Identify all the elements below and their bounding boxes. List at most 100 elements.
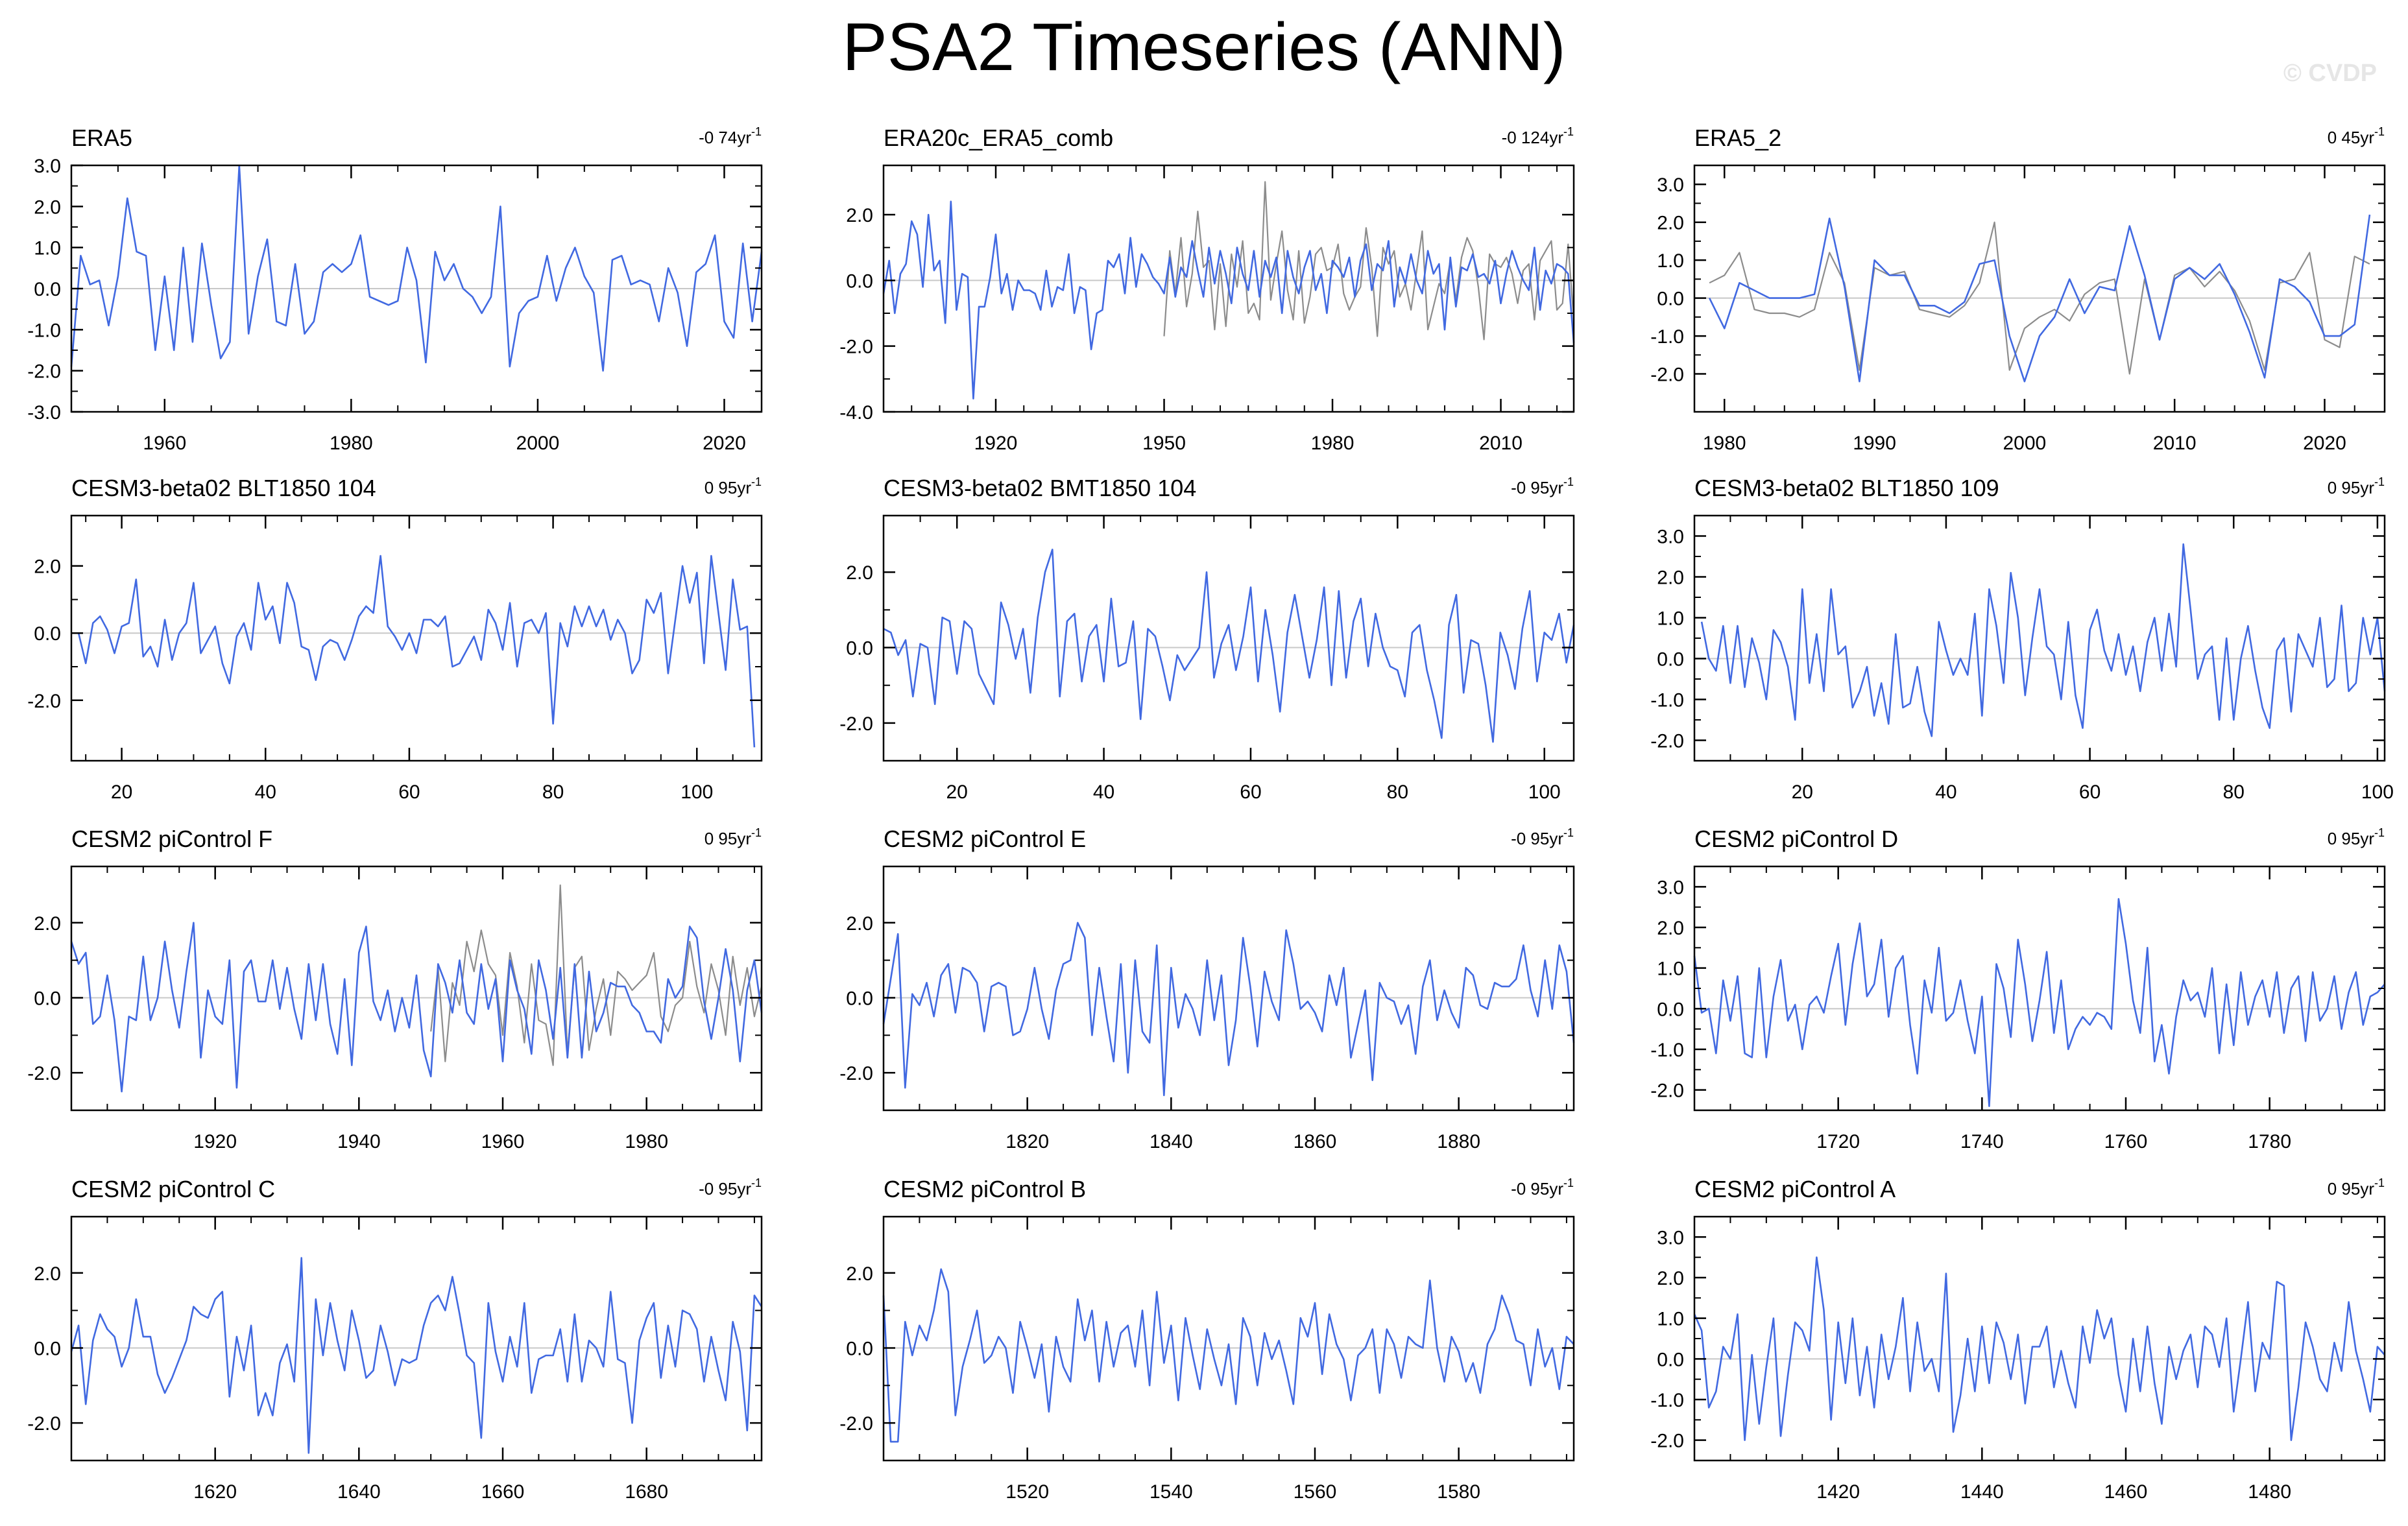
x-tick-label: 1740 — [1960, 1131, 2004, 1152]
y-tick-label: 2.0 — [1657, 918, 1684, 939]
panel-cesm3-beta02-blt1850-104: 20 40 60 80 100 -2.0 0.0 2.0 CESM3-beta02 BLT185… — [27, 475, 763, 803]
panel-title: CESM3-beta02 BLT1850 109 — [1694, 475, 1999, 501]
y-tick-label: -2.0 — [839, 337, 873, 358]
panel-title: ERA20c_ERA5_comb — [884, 125, 1113, 151]
x-tick-label: 1680 — [625, 1481, 668, 1503]
panel-title: CESM2 piControl B — [884, 1176, 1086, 1202]
plot-frame — [1693, 514, 2386, 762]
trend-label: 0 95yr-1 — [704, 826, 762, 848]
cvdp-watermark: © CVDP — [2283, 60, 2377, 87]
y-tick-label: 1.0 — [1657, 1309, 1684, 1330]
trend-value: 0 45yr — [2328, 128, 2375, 147]
y-tick-label: 2.0 — [846, 562, 873, 584]
panel-title: CESM2 piControl E — [884, 826, 1086, 852]
x-tick-label: 1760 — [2104, 1131, 2148, 1152]
plot-frame — [70, 514, 763, 762]
x-tick-label: 1780 — [2248, 1131, 2291, 1152]
x-tick-label: 1720 — [1816, 1131, 1860, 1152]
plot-frame — [1693, 164, 2386, 413]
trend-value: -0 95yr — [699, 1179, 751, 1198]
trend-value: -0 95yr — [1511, 1179, 1563, 1198]
x-tick-label: 2000 — [2003, 433, 2046, 454]
trend-label: -0 124yr-1 — [1502, 125, 1574, 147]
y-tick-label: 3.0 — [1657, 877, 1684, 898]
y-tick-label: 0.0 — [1657, 289, 1684, 310]
x-tick-label: 1420 — [1816, 1481, 1860, 1503]
trend-superscript: -1 — [1563, 475, 1574, 488]
x-tick-label: 1440 — [1960, 1481, 2004, 1503]
y-tick-label: 1.0 — [1657, 959, 1684, 980]
y-tick-label: -1.0 — [1650, 1390, 1684, 1411]
trend-superscript: -1 — [751, 826, 762, 839]
x-tick-label: 1860 — [1294, 1131, 1337, 1152]
y-tick-label: 2.0 — [34, 197, 61, 218]
trend-superscript: -1 — [2374, 475, 2385, 488]
x-tick-label: 1640 — [337, 1481, 381, 1503]
y-tick-label: 0.0 — [846, 638, 873, 660]
x-tick-label: 60 — [2079, 781, 2101, 803]
series-line-primary — [70, 922, 763, 1093]
x-tick-label: 20 — [1792, 781, 1813, 803]
y-tick-label: -1.0 — [1650, 690, 1684, 711]
x-tick-label: 1560 — [1294, 1481, 1337, 1503]
x-tick-label: 40 — [1935, 781, 1956, 803]
series-line-primary — [70, 164, 763, 372]
figure-title: PSA2 Timeseries (ANN) — [842, 10, 1566, 85]
panel-title: CESM2 piControl A — [1694, 1176, 1896, 1202]
x-tick-label: 20 — [946, 781, 968, 803]
x-tick-label: 1540 — [1150, 1481, 1193, 1503]
panel-cesm3-beta02-bmt1850-104: 20 40 60 80 100 -2.0 0.0 2.0 CESM3-beta02 BMT185… — [839, 475, 1575, 803]
series-line-primary — [70, 1257, 763, 1454]
x-tick-label: 1960 — [481, 1131, 525, 1152]
trend-label: 0 95yr-1 — [2328, 475, 2385, 497]
series-line-primary — [1693, 1256, 2385, 1441]
trend-label: 0 45yr-1 — [2328, 125, 2385, 147]
trend-superscript: -1 — [1563, 1176, 1574, 1189]
x-tick-label: 1840 — [1150, 1131, 1193, 1152]
trend-value: 0 95yr — [704, 478, 752, 497]
panel-cesm2-picontrol-b: 1520 1540 1560 1580 -2.0 0.0 2.0 CESM2 piContro… — [839, 1176, 1575, 1503]
y-tick-label: 3.0 — [1657, 174, 1684, 196]
trend-superscript: -1 — [2374, 826, 2385, 839]
y-tick-label: 0.0 — [1657, 1349, 1684, 1370]
plot-frame — [1693, 1215, 2386, 1462]
y-tick-label: 2.0 — [34, 913, 61, 935]
y-tick-label: 0.0 — [1657, 999, 1684, 1020]
x-tick-label: 1980 — [625, 1131, 668, 1152]
x-tick-label: 80 — [1387, 781, 1408, 803]
panel-title: ERA5_2 — [1694, 125, 1781, 151]
panel-era5: 1960 1980 2000 2020 -3.0 -2.0 -1.0 0.0 1.0 2.0 3.0… — [27, 125, 763, 454]
x-tick-label: 1960 — [143, 433, 186, 454]
y-tick-label: -2.0 — [27, 361, 61, 383]
panel-era20c-era5-comb: 1920 1950 1980 2010 -4.0 -2.0 0.0 2.0 ERA20c_ERA… — [839, 125, 1575, 454]
y-tick-label: -1.0 — [27, 320, 61, 341]
y-tick-label: 2.0 — [1657, 1268, 1684, 1289]
series-line-primary — [882, 1268, 1574, 1443]
series-line-primary — [882, 200, 1575, 400]
trend-label: -0 95yr-1 — [1511, 826, 1574, 848]
x-tick-label: 2020 — [2303, 433, 2346, 454]
panel-title: CESM3-beta02 BMT1850 104 — [884, 475, 1196, 501]
panel-era5-2: 1980 1990 2000 2010 2020 -2.0 -1.0 0.0 1.0 2.0 3.0… — [1650, 125, 2386, 454]
x-tick-label: 1520 — [1005, 1481, 1049, 1503]
trend-value: -0 74yr — [699, 128, 751, 147]
y-tick-label: -1.0 — [1650, 326, 1684, 348]
trend-value: 0 95yr — [2328, 1179, 2375, 1198]
x-tick-label: 1920 — [193, 1131, 237, 1152]
x-tick-label: 2000 — [516, 433, 560, 454]
x-tick-label: 60 — [398, 781, 420, 803]
x-tick-label: 1980 — [1703, 433, 1746, 454]
x-tick-label: 20 — [111, 781, 132, 803]
plot-frame — [882, 164, 1575, 413]
trend-superscript: -1 — [751, 1176, 762, 1189]
y-tick-label: 0.0 — [846, 988, 873, 1009]
panel-cesm3-beta02-blt1850-109: 20 40 60 80 100 -2.0 -1.0 0.0 1.0 2.0 3.0 CESM3-bet… — [1650, 475, 2394, 803]
panel-cesm2-picontrol-d: 1720 1740 1760 1780 -2.0 -1.0 0.0 1.0 2.0 3.0 CESM… — [1650, 826, 2386, 1152]
plot-frame — [882, 514, 1575, 762]
y-tick-label: 2.0 — [846, 1263, 873, 1285]
trend-label: 0 95yr-1 — [2328, 1176, 2385, 1198]
trend-superscript: -1 — [1563, 125, 1574, 138]
panel-cesm2-picontrol-e: 1820 1840 1860 1880 -2.0 0.0 2.0 CESM2 piContro… — [839, 826, 1575, 1152]
y-tick-label: -4.0 — [839, 402, 873, 423]
